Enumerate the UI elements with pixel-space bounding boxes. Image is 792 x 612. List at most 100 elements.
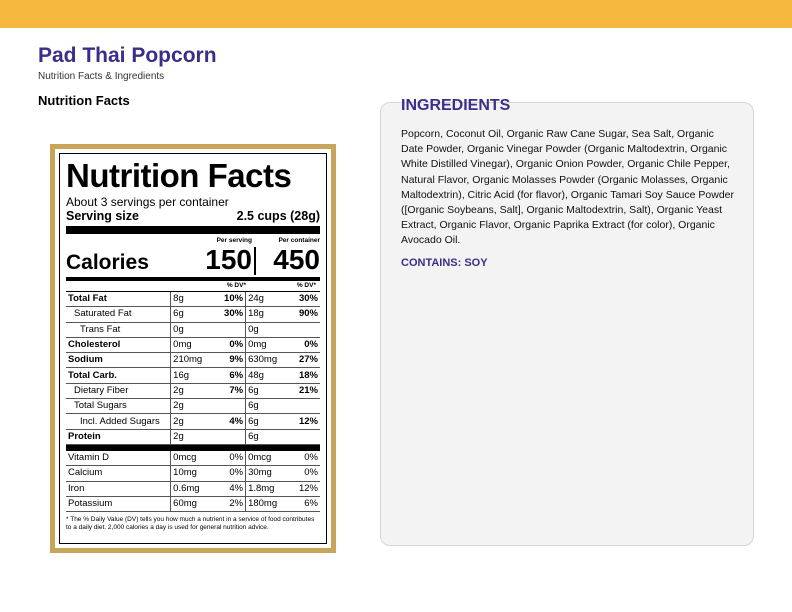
section-heading: Nutrition Facts <box>38 93 130 108</box>
amount-per-serving: 6g <box>170 306 212 323</box>
nutrient-row: Total Fat 8g 10% 24g 30% <box>66 292 320 308</box>
amount-per-serving: 2g <box>170 413 212 430</box>
amount-per-serving: 0mcg <box>170 450 212 467</box>
vitamin-separator <box>66 444 320 451</box>
amount-per-container: 1.8mg <box>245 481 287 497</box>
nutrient-row: Dietary Fiber 2g 7% 6g 21% <box>66 383 320 400</box>
nutrient-row: Total Carb. 16g 6% 48g 18% <box>66 367 320 384</box>
ingredients-panel <box>380 102 754 546</box>
dv-per-serving: 6% <box>211 367 246 384</box>
per-serving-head: Per serving <box>216 237 252 244</box>
amount-per-serving: 8g <box>170 292 212 308</box>
amount-per-container: 6g <box>245 398 287 415</box>
nutrient-name: Vitamin D <box>66 450 171 467</box>
dv-per-serving: 0% <box>211 450 246 467</box>
calories-row: Calories 150 450 <box>66 245 320 275</box>
nutrient-row: Vitamin D 0mcg 0% 0mcg 0% <box>66 450 320 467</box>
thick-divider <box>66 226 320 234</box>
calories-per-container: 450 <box>273 244 320 275</box>
dv-per-container: 0% <box>286 465 320 482</box>
amount-per-serving: 2g <box>170 429 212 445</box>
amount-per-container: 30mg <box>245 465 287 482</box>
calories-label: Calories <box>66 251 149 274</box>
ingredients-text: Popcorn, Coconut Oil, Organic Raw Cane S… <box>401 128 735 247</box>
medium-divider <box>66 277 320 281</box>
dv-per-serving <box>211 322 246 338</box>
serving-size-label: Serving size <box>66 209 139 223</box>
amount-per-serving: 16g <box>170 367 212 384</box>
amount-per-serving: 10mg <box>170 465 212 482</box>
amount-per-container: 0mg <box>245 337 287 354</box>
nutrition-label: Nutrition Facts About 3 servings per con… <box>59 153 327 544</box>
nutrient-name: Calcium <box>66 465 171 482</box>
ingredients-title: INGREDIENTS <box>401 97 511 114</box>
dv-head-container: % DV* <box>296 282 316 289</box>
dv-per-serving <box>211 429 246 445</box>
nutrient-name: Iron <box>66 481 171 497</box>
nutrient-name: Trans Fat <box>66 322 171 338</box>
servings-per-container: About 3 servings per container <box>66 195 229 209</box>
nutrient-name: Dietary Fiber <box>66 383 171 400</box>
nutrient-name: Cholesterol <box>66 337 171 354</box>
amount-per-container: 48g <box>245 367 287 384</box>
nutrient-table: Total Fat 8g 10% 24g 30% Saturated Fat 6g 30% 18… <box>66 292 320 513</box>
amount-per-serving: 0.6mg <box>170 481 212 497</box>
calories-per-serving: 150 <box>205 244 252 275</box>
nutrient-row: Potassium 60mg 2% 180mg 6% <box>66 496 320 513</box>
serving-size-row: Serving size 2.5 cups (28g) <box>66 209 320 224</box>
amount-per-container: 18g <box>245 306 287 323</box>
amount-per-serving: 2g <box>170 383 212 400</box>
dv-per-container: 6% <box>286 496 320 513</box>
per-container-head: Per container <box>278 237 320 244</box>
nutrient-row: Cholesterol 0mg 0% 0mg 0% <box>66 337 320 354</box>
amount-per-serving: 0mg <box>170 337 212 354</box>
dv-head-serving: % DV* <box>226 282 246 289</box>
nutrient-name: Saturated Fat <box>66 306 171 323</box>
allergen-statement: CONTAINS: SOY <box>401 257 488 269</box>
amount-per-serving: 60mg <box>170 496 212 513</box>
nutrient-row: Iron 0.6mg 4% 1.8mg 12% <box>66 481 320 497</box>
nutrient-row: Protein 2g 6g <box>66 429 320 445</box>
daily-value-footnote: * The % Daily Value (DV) tells you how m… <box>66 516 315 532</box>
nutrient-name: Total Sugars <box>66 398 171 415</box>
dv-per-container <box>286 398 320 415</box>
dv-per-serving: 2% <box>211 496 246 513</box>
nutrient-name: Potassium <box>66 496 171 513</box>
amount-per-container: 0g <box>245 322 287 338</box>
dv-per-container: 12% <box>286 481 320 497</box>
amount-per-serving: 210mg <box>170 352 212 369</box>
amount-per-container: 6g <box>245 429 287 445</box>
brand-top-bar <box>0 0 792 28</box>
dv-per-serving: 4% <box>211 481 246 497</box>
dv-per-container: 0% <box>286 450 320 467</box>
nutrient-row: Trans Fat 0g 0g <box>66 322 320 338</box>
dv-per-container: 30% <box>286 292 320 308</box>
column-headers: Per serving Per container <box>66 236 320 245</box>
amount-per-container: 6g <box>245 383 287 400</box>
dv-per-container <box>286 429 320 445</box>
dv-per-container: 27% <box>286 352 320 369</box>
dv-per-serving: 0% <box>211 337 246 354</box>
nutrient-name: Protein <box>66 429 171 445</box>
amount-per-container: 24g <box>245 292 287 308</box>
nutrient-row: Sodium 210mg 9% 630mg 27% <box>66 352 320 369</box>
dv-per-container: 21% <box>286 383 320 400</box>
amount-per-serving: 2g <box>170 398 212 415</box>
dv-per-container: 18% <box>286 367 320 384</box>
dv-per-serving <box>211 398 246 415</box>
dv-per-serving: 7% <box>211 383 246 400</box>
dv-per-serving: 9% <box>211 352 246 369</box>
nutrient-name: Total Carb. <box>66 367 171 384</box>
dv-per-container: 90% <box>286 306 320 323</box>
nutrient-name: Sodium <box>66 352 171 369</box>
amount-per-container: 0mcg <box>245 450 287 467</box>
serving-size-value: 2.5 cups (28g) <box>236 209 320 223</box>
dv-per-serving: 30% <box>211 306 246 323</box>
page-title: Pad Thai Popcorn <box>38 44 217 67</box>
nutrient-row: Saturated Fat 6g 30% 18g 90% <box>66 306 320 323</box>
nutrition-label-frame: Nutrition Facts About 3 servings per con… <box>50 144 336 553</box>
dv-per-serving: 10% <box>211 292 246 308</box>
amount-per-container: 180mg <box>245 496 287 513</box>
amount-per-container: 630mg <box>245 352 287 369</box>
nutrition-label-title: Nutrition Facts <box>66 157 292 194</box>
